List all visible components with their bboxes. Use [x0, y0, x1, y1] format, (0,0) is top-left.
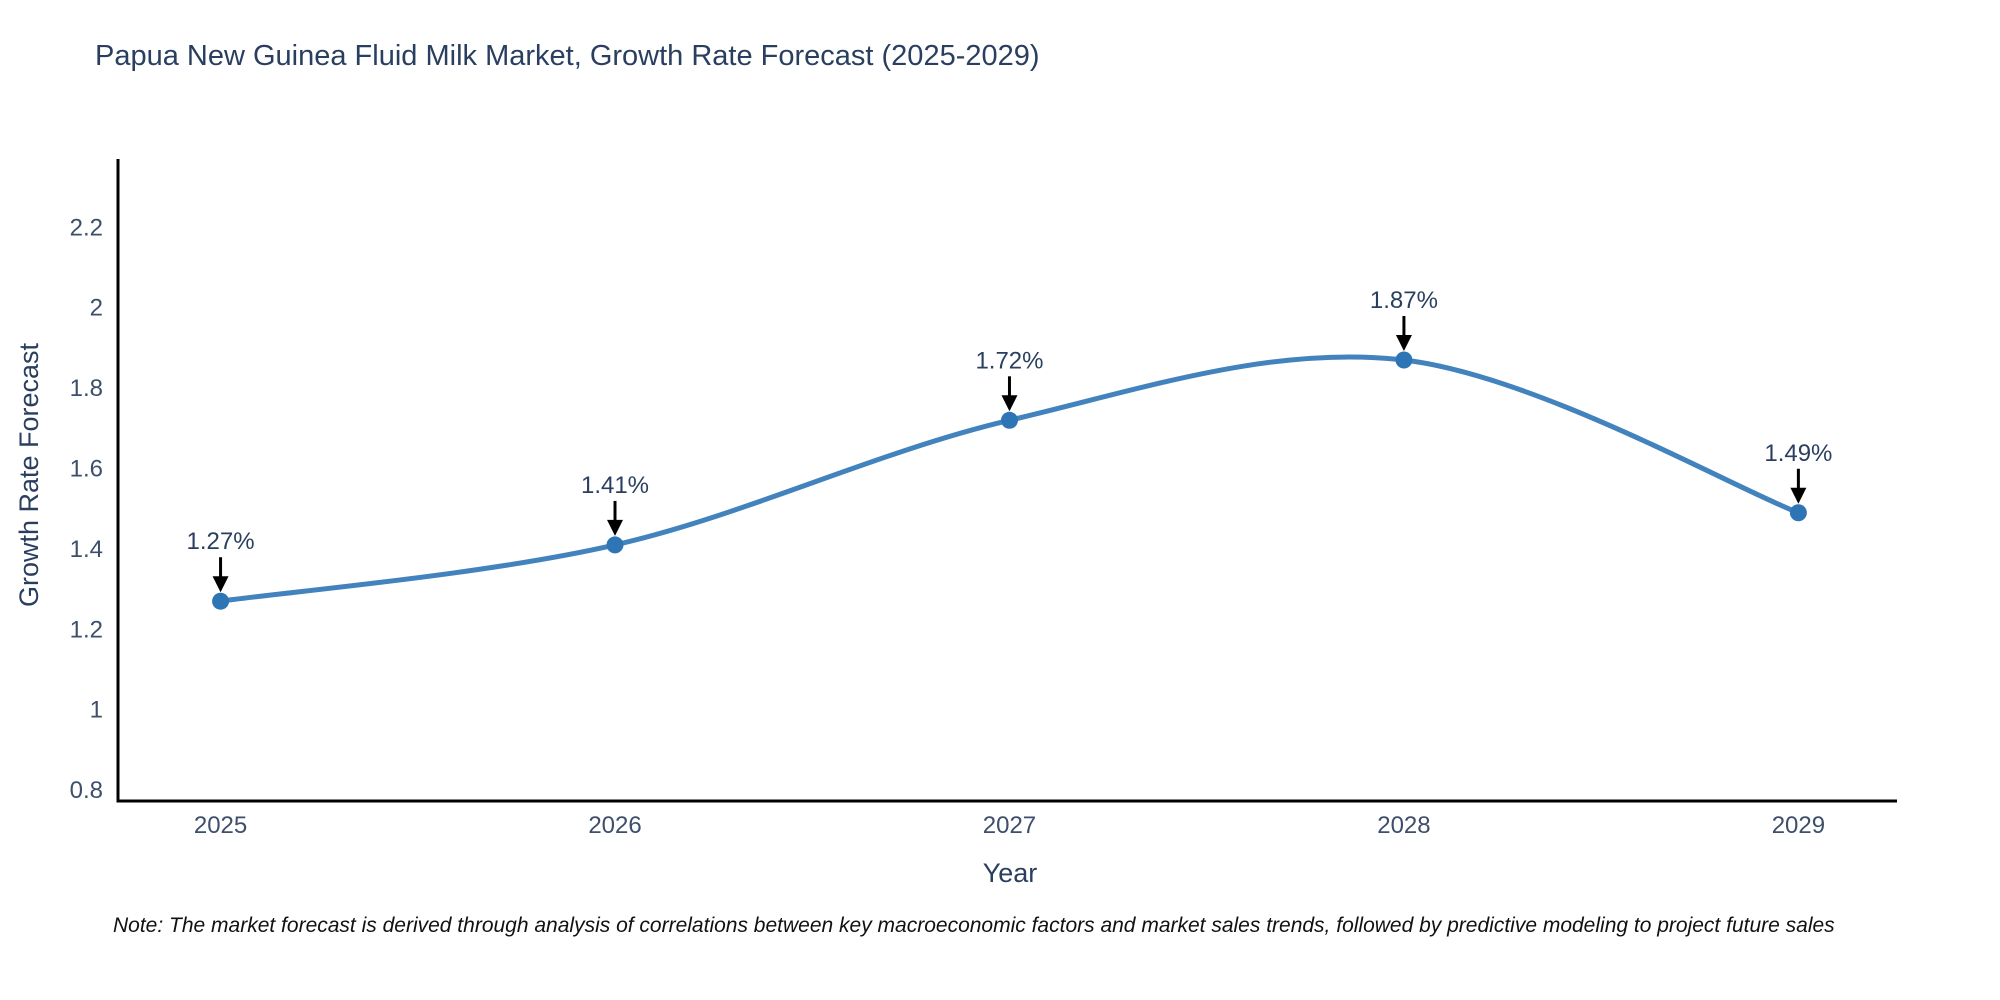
data-point-marker[interactable]: [1395, 351, 1413, 369]
data-point-marker[interactable]: [606, 536, 624, 554]
x-axis-tick-labels: 2025 2026 2027 2028 2029: [194, 812, 1825, 839]
data-point-value-label: 1.27%: [187, 528, 255, 555]
y-tick-label: 2.2: [70, 214, 103, 241]
data-point-value-label: 1.49%: [1764, 440, 1832, 467]
data-point-annotations: 1.27% 1.41% 1.72% 1.87% 1.49%: [187, 287, 1832, 593]
y-tick-label: 2: [90, 295, 103, 322]
y-tick-label: 1.4: [70, 536, 103, 563]
data-point-markers: [212, 351, 1807, 610]
data-point-marker[interactable]: [212, 592, 230, 610]
annotation-arrowhead-icon: [1790, 487, 1807, 504]
footnote: Note: The market forecast is derived thr…: [113, 914, 1835, 937]
chart-title: Papua New Guinea Fluid Milk Market, Grow…: [95, 40, 1040, 72]
annotation-arrowhead-icon: [607, 519, 624, 536]
x-tick-label: 2025: [194, 812, 247, 839]
axes: [116, 159, 1897, 803]
annotation-arrowhead-icon: [1001, 395, 1018, 412]
y-tick-label: 1: [90, 697, 103, 724]
y-tick-label: 1.8: [70, 375, 103, 402]
x-tick-label: 2028: [1377, 812, 1430, 839]
y-tick-label: 0.8: [70, 777, 103, 804]
y-axis-tick-labels: 0.8 1 1.2 1.4 1.6 1.8 2 2.2: [70, 214, 103, 804]
y-tick-label: 1.6: [70, 456, 103, 483]
data-point-value-label: 1.87%: [1370, 287, 1438, 314]
annotation-arrowhead-icon: [1395, 335, 1412, 352]
x-tick-label: 2026: [588, 812, 641, 839]
x-axis-title: Year: [983, 858, 1038, 888]
data-point-value-label: 1.72%: [975, 347, 1043, 374]
y-tick-label: 1.2: [70, 616, 103, 643]
data-point-marker[interactable]: [1789, 504, 1807, 522]
y-axis-title: Growth Rate Forecast: [14, 342, 44, 607]
x-tick-label: 2027: [983, 812, 1036, 839]
annotation-arrowhead-icon: [212, 576, 229, 593]
axis-lines: [116, 159, 1897, 803]
data-point-marker[interactable]: [1000, 411, 1018, 429]
x-tick-label: 2029: [1772, 812, 1825, 839]
data-point-value-label: 1.41%: [581, 472, 649, 499]
